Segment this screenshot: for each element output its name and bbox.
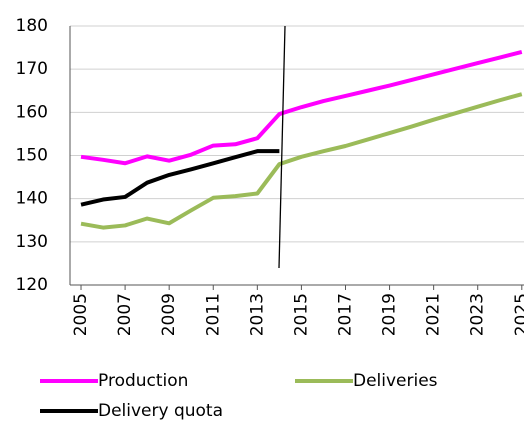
series-line <box>80 149 280 207</box>
y-tick-label: 160 <box>16 102 48 122</box>
x-tick-label: 2007 <box>115 293 135 336</box>
y-tick-label: 140 <box>16 189 48 209</box>
x-tick-label: 2021 <box>424 293 444 336</box>
y-tick-label: 120 <box>16 275 48 295</box>
x-tick-label: 2013 <box>247 293 267 336</box>
x-tick-label: 2019 <box>380 293 400 336</box>
legend-label: Production <box>98 371 188 391</box>
y-tick-label: 180 <box>16 16 48 36</box>
y-tick-label: 130 <box>16 232 48 252</box>
forecast-divider <box>278 25 286 269</box>
x-tick-label: 2025 <box>512 293 524 336</box>
legend-label: Delivery quota <box>98 401 223 421</box>
series-line <box>80 49 523 166</box>
x-tick-label: 2017 <box>335 293 355 336</box>
legend-label: Deliveries <box>353 371 438 391</box>
x-tick-label: 2005 <box>71 293 91 336</box>
x-tick-label: 2011 <box>203 293 223 336</box>
x-tick-label: 2023 <box>468 293 488 336</box>
x-tick-label: 2015 <box>291 293 311 336</box>
y-tick-label: 170 <box>16 59 48 79</box>
y-tick-label: 150 <box>16 146 48 166</box>
x-tick-label: 2009 <box>159 293 179 336</box>
series-line <box>80 92 523 230</box>
